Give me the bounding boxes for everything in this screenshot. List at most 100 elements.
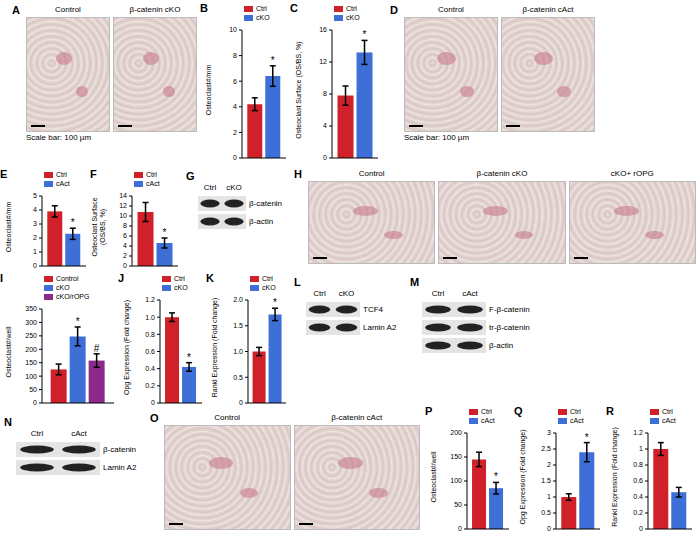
svg-text:0.6: 0.6 xyxy=(633,477,643,484)
html-text:β-catenin cAct: β-catenin cAct xyxy=(522,5,574,14)
svg-text:*: * xyxy=(71,217,75,228)
svg-text:1.0: 1.0 xyxy=(233,348,243,355)
svg-text:1.5: 1.5 xyxy=(233,322,243,329)
svg-text:0: 0 xyxy=(33,399,37,406)
svg-text:2.0: 2.0 xyxy=(233,296,243,303)
svg-text:1.0: 1.0 xyxy=(145,314,155,321)
svg-text:8: 8 xyxy=(323,90,327,97)
svg-text:200: 200 xyxy=(450,429,462,436)
svg-text:0: 0 xyxy=(151,399,155,406)
svg-text:β-actin: β-actin xyxy=(489,341,513,350)
html-text:β-catenin cKO: β-catenin cKO xyxy=(129,5,181,14)
svg-text:2: 2 xyxy=(233,129,237,136)
svg-text:*: * xyxy=(363,29,367,40)
svg-text:β-catenin: β-catenin xyxy=(249,199,282,208)
svg-text:0: 0 xyxy=(547,525,551,532)
svg-text:14: 14 xyxy=(119,192,127,199)
svg-text:F-β-catenin: F-β-catenin xyxy=(489,305,530,314)
svg-text:tr-β-catenin: tr-β-catenin xyxy=(489,323,530,332)
svg-text:150: 150 xyxy=(25,359,37,366)
svg-text:cAct: cAct xyxy=(462,289,478,298)
svg-text:3: 3 xyxy=(33,220,37,227)
svg-text:0: 0 xyxy=(458,525,462,532)
svg-text:150: 150 xyxy=(450,453,462,460)
svg-text:4: 4 xyxy=(323,122,327,129)
svg-text:0: 0 xyxy=(639,525,643,532)
svg-text:5: 5 xyxy=(33,192,37,199)
svg-text:12: 12 xyxy=(319,58,327,65)
html-text:Control: Control xyxy=(358,169,385,178)
svg-text:2: 2 xyxy=(123,252,127,259)
svg-text:1: 1 xyxy=(547,493,551,500)
svg-text:0.8: 0.8 xyxy=(633,461,643,468)
svg-text:0: 0 xyxy=(239,399,243,406)
html-text:Control: Control xyxy=(438,5,464,14)
svg-text:1: 1 xyxy=(639,445,643,452)
svg-text:1: 1 xyxy=(33,248,37,255)
svg-text:0.4: 0.4 xyxy=(633,493,643,500)
svg-text:*: * xyxy=(494,471,498,482)
svg-text:2: 2 xyxy=(547,461,551,468)
svg-text:0.5: 0.5 xyxy=(541,509,551,516)
svg-text:0.8: 0.8 xyxy=(145,331,155,338)
svg-text:*: * xyxy=(273,297,277,308)
svg-text:Ctrl: Ctrl xyxy=(204,183,217,192)
svg-text:0: 0 xyxy=(123,262,127,269)
svg-text:cKO: cKO xyxy=(226,183,242,192)
svg-text:Lamin A2: Lamin A2 xyxy=(103,463,137,472)
svg-text:4: 4 xyxy=(123,242,127,249)
svg-text:Ctrl: Ctrl xyxy=(313,289,326,298)
svg-text:6: 6 xyxy=(123,232,127,239)
svg-text:2: 2 xyxy=(33,234,37,241)
svg-text:1.2: 1.2 xyxy=(145,296,155,303)
svg-text:2.5: 2.5 xyxy=(541,445,551,452)
svg-text:0.2: 0.2 xyxy=(633,509,643,516)
svg-text:Lamin A2: Lamin A2 xyxy=(363,323,397,332)
svg-text:4: 4 xyxy=(33,206,37,213)
svg-text:β-catenin: β-catenin xyxy=(103,445,136,454)
html-text:M: M xyxy=(410,276,420,288)
svg-text:0: 0 xyxy=(233,154,237,161)
svg-text:0.4: 0.4 xyxy=(145,365,155,372)
svg-text:50: 50 xyxy=(29,386,37,393)
svg-text:16: 16 xyxy=(319,26,327,33)
html-text:Control: Control xyxy=(55,5,81,14)
svg-text:1.2: 1.2 xyxy=(633,429,643,436)
svg-text:#: # xyxy=(94,343,100,354)
svg-text:β-actin: β-actin xyxy=(249,217,273,226)
svg-text:*: * xyxy=(187,352,191,363)
svg-text:8: 8 xyxy=(233,52,237,59)
svg-text:0.6: 0.6 xyxy=(145,348,155,355)
svg-text:*: * xyxy=(271,55,275,66)
svg-text:Ctrl: Ctrl xyxy=(31,429,44,438)
svg-text:100: 100 xyxy=(25,373,37,380)
svg-text:0.2: 0.2 xyxy=(145,382,155,389)
svg-text:*: * xyxy=(163,227,167,238)
svg-text:6: 6 xyxy=(233,78,237,85)
svg-text:cAct: cAct xyxy=(71,429,87,438)
svg-text:4: 4 xyxy=(233,103,237,110)
html-text:Scale bar: 100 µm: Scale bar: 100 µm xyxy=(404,133,470,142)
svg-text:Ctrl: Ctrl xyxy=(432,289,445,298)
svg-text:0: 0 xyxy=(33,262,37,269)
svg-text:0: 0 xyxy=(323,154,327,161)
svg-text:250: 250 xyxy=(25,332,37,339)
svg-text:*: * xyxy=(585,432,589,443)
svg-text:8: 8 xyxy=(123,222,127,229)
svg-text:300: 300 xyxy=(25,319,37,326)
html-text:Osteoclast Surface (OS/BS, %): Osteoclast Surface (OS/BS, %) xyxy=(91,197,106,257)
svg-text:10: 10 xyxy=(229,26,237,33)
html-text:Scale bar: 100 µm: Scale bar: 100 µm xyxy=(26,133,92,142)
svg-text:*: * xyxy=(76,316,80,327)
svg-text:1.5: 1.5 xyxy=(541,477,551,484)
svg-text:3: 3 xyxy=(547,429,551,436)
svg-text:50: 50 xyxy=(454,501,462,508)
svg-text:12: 12 xyxy=(119,202,127,209)
svg-text:10: 10 xyxy=(119,212,127,219)
svg-text:200: 200 xyxy=(25,346,37,353)
svg-text:100: 100 xyxy=(450,477,462,484)
svg-text:cKO: cKO xyxy=(339,289,355,298)
svg-text:350: 350 xyxy=(25,305,37,312)
svg-text:TCF4: TCF4 xyxy=(363,305,384,314)
svg-text:0.5: 0.5 xyxy=(233,374,243,381)
